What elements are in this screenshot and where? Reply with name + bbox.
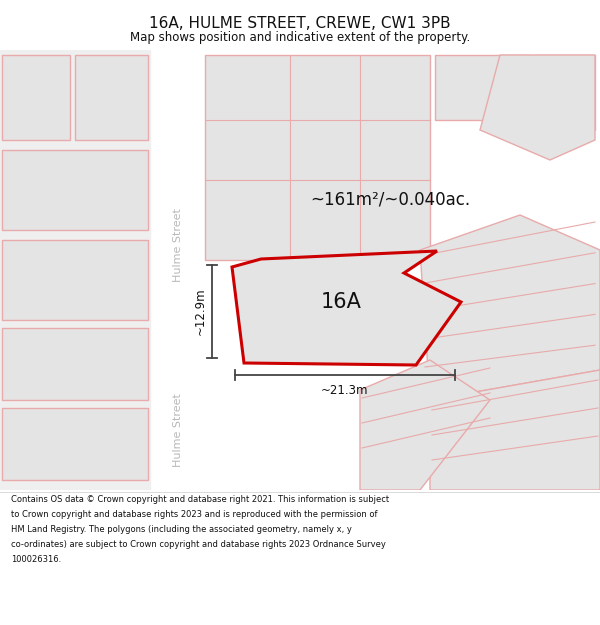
Polygon shape — [480, 55, 595, 160]
Polygon shape — [360, 360, 490, 490]
Text: ~161m²/~0.040ac.: ~161m²/~0.040ac. — [310, 191, 470, 209]
Polygon shape — [75, 55, 148, 140]
Polygon shape — [2, 328, 148, 400]
Text: 100026316.: 100026316. — [11, 555, 61, 564]
Polygon shape — [430, 370, 600, 490]
Polygon shape — [2, 408, 148, 480]
Polygon shape — [435, 55, 530, 120]
Text: to Crown copyright and database rights 2023 and is reproduced with the permissio: to Crown copyright and database rights 2… — [11, 510, 377, 519]
Polygon shape — [2, 55, 70, 140]
Polygon shape — [152, 50, 202, 490]
Text: Hulme Street: Hulme Street — [173, 208, 183, 282]
Polygon shape — [0, 50, 150, 490]
Polygon shape — [535, 55, 595, 130]
Polygon shape — [232, 251, 461, 365]
Text: co-ordinates) are subject to Crown copyright and database rights 2023 Ordnance S: co-ordinates) are subject to Crown copyr… — [11, 540, 386, 549]
Text: ~12.9m: ~12.9m — [193, 288, 206, 335]
Text: HM Land Registry. The polygons (including the associated geometry, namely x, y: HM Land Registry. The polygons (includin… — [11, 525, 352, 534]
Polygon shape — [2, 150, 148, 230]
Polygon shape — [420, 215, 600, 400]
Text: 16A: 16A — [320, 292, 361, 312]
Text: ~21.3m: ~21.3m — [321, 384, 369, 396]
Text: Map shows position and indicative extent of the property.: Map shows position and indicative extent… — [130, 31, 470, 44]
Text: Hulme Street: Hulme Street — [173, 393, 183, 467]
Polygon shape — [205, 55, 430, 260]
Polygon shape — [2, 240, 148, 320]
Text: 16A, HULME STREET, CREWE, CW1 3PB: 16A, HULME STREET, CREWE, CW1 3PB — [149, 16, 451, 31]
Text: Contains OS data © Crown copyright and database right 2021. This information is : Contains OS data © Crown copyright and d… — [11, 495, 389, 504]
